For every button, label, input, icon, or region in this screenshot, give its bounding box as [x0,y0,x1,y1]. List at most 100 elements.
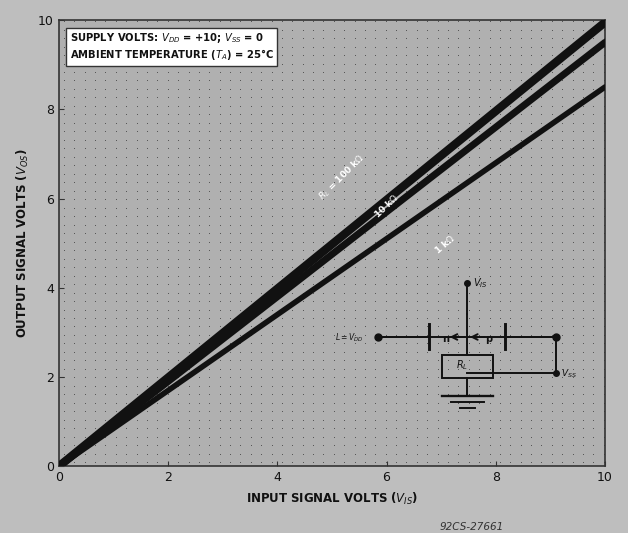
Point [183,356,193,365]
Point [80,93,90,102]
Point [266,187,276,195]
Point [598,195,609,204]
Point [371,187,381,195]
Point [350,93,360,102]
Point [401,93,411,102]
Point [412,127,422,136]
Point [215,263,225,271]
Point [557,221,567,229]
Point [90,382,100,390]
Point [111,390,121,399]
Point [422,68,432,76]
Point [453,178,463,187]
Point [225,169,235,178]
Text: 1 k$\Omega$: 1 k$\Omega$ [432,232,457,256]
Point [100,68,111,76]
Point [381,297,391,305]
Point [69,195,79,204]
Point [163,407,173,416]
Point [236,280,246,288]
Point [225,263,235,271]
Point [153,17,163,26]
Point [287,169,297,178]
Point [173,110,183,119]
Point [225,330,235,339]
Point [246,365,256,373]
Point [526,339,536,348]
Point [391,441,401,449]
Point [536,246,546,254]
Point [350,330,360,339]
Point [142,212,152,221]
Point [183,373,193,382]
Point [256,221,266,229]
Point [578,204,588,212]
Point [381,246,391,254]
Point [516,59,526,68]
Point [142,237,152,246]
Point [111,152,121,161]
Point [90,390,100,399]
Point [329,348,339,356]
Point [153,297,163,305]
Point [547,373,557,382]
Point [287,59,297,68]
Point [163,271,173,280]
Point [298,51,308,59]
Point [506,51,516,59]
Point [90,17,100,26]
Point [557,280,567,288]
Point [59,187,69,195]
Point [236,288,246,297]
Point [69,178,79,187]
Point [236,187,246,195]
Point [391,339,401,348]
Point [391,51,401,59]
Point [329,237,339,246]
Point [578,127,588,136]
Point [225,102,235,110]
Point [474,246,484,254]
Point [266,254,276,263]
Point [246,399,256,407]
Point [371,305,381,314]
Point [557,237,567,246]
Point [100,135,111,144]
Point [516,85,526,93]
Point [526,93,536,102]
Point [266,76,276,85]
Point [371,356,381,365]
Point [391,305,401,314]
Point [360,42,370,51]
Point [578,432,588,441]
Point [298,280,308,288]
Point [474,305,484,314]
Point [215,135,225,144]
Point [69,212,79,221]
Point [236,85,246,93]
Point [412,297,422,305]
Point [371,458,381,466]
Point [463,17,474,26]
Point [360,178,370,187]
Point [391,458,401,466]
Point [142,144,152,152]
Point [516,339,526,348]
Point [69,169,79,178]
Point [568,416,578,424]
Point [443,280,453,288]
Point [318,195,328,204]
Point [547,263,557,271]
Point [287,305,297,314]
Point [90,365,100,373]
Point [298,390,308,399]
Point [568,187,578,195]
Point [256,322,266,331]
Point [69,458,79,466]
Point [246,458,256,466]
Point [443,17,453,26]
Point [69,416,79,424]
Point [308,339,318,348]
Point [536,212,546,221]
Point [236,399,246,407]
